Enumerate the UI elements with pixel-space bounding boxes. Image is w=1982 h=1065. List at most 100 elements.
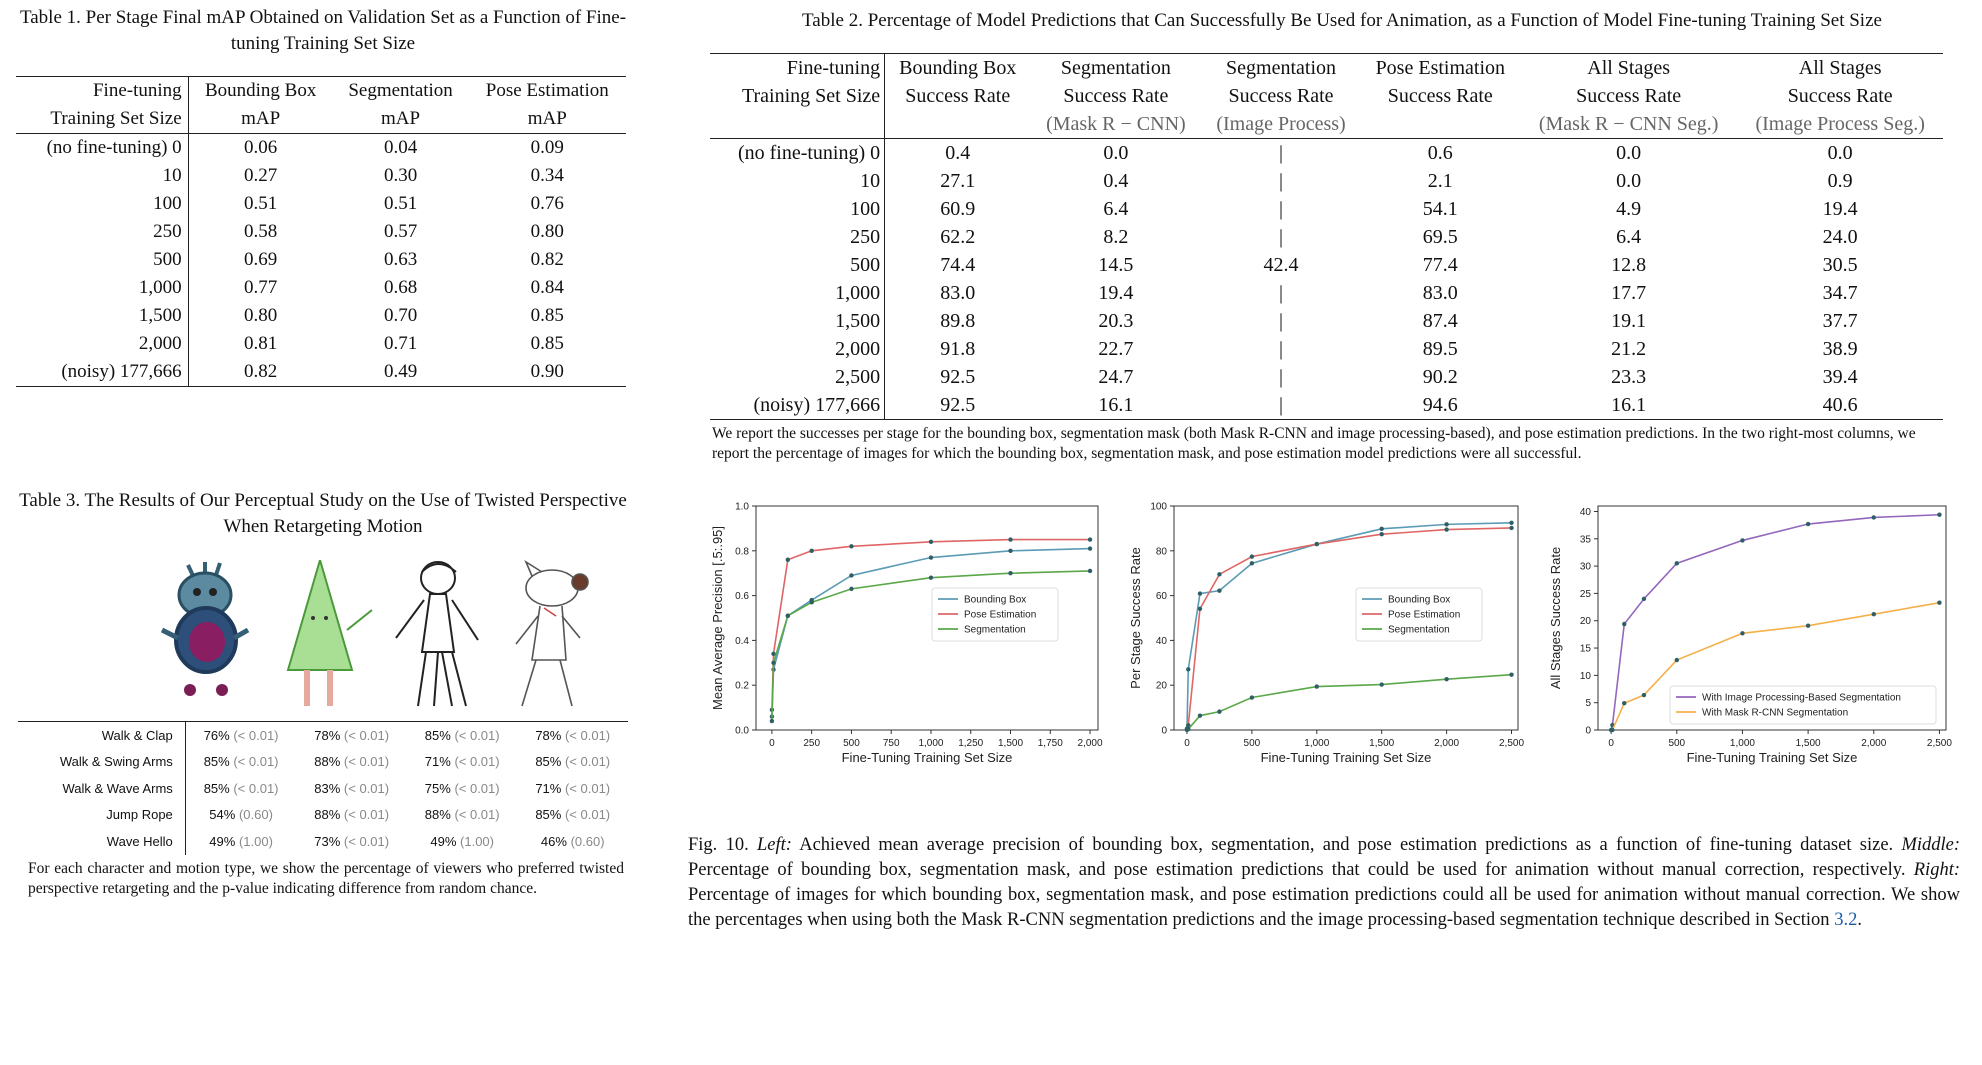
y-tick-label: 0.0 [735,726,749,737]
table1-header: Segmentation [332,76,469,105]
table2-cell: 34.7 [1822,281,1858,304]
table3-cell: 73% (< 0.01) [296,828,407,855]
table2-cell: 87.4 [1422,309,1458,332]
table1-cell: 0.69 [244,249,278,270]
data-point [1740,538,1745,543]
data-point [1197,713,1203,718]
table1-row: 500 0.69 0.63 0.82 [16,246,626,274]
table2-cell: 19.4 [1822,197,1858,220]
table2-cell: 2.1 [1427,169,1453,192]
table3-percent: 49% [209,833,236,849]
table1-cell: (no fine-tuning) 0 [16,133,189,162]
data-point [1217,709,1222,714]
data-point [849,573,854,578]
table2-header: (Image Process) [1201,110,1361,139]
data-point [771,651,776,657]
table3-pvalue: (1.00) [238,833,273,849]
figure-middle-label: Middle: [1901,835,1961,855]
table2-cell: 17.7 [1611,281,1647,304]
table2-header: Segmentation [1201,53,1361,82]
table2-header: All Stages [1737,53,1943,82]
table2-row: 2,000 91.8 22.7 | 89.5 21.2 38.9 [710,335,1943,363]
data-point [1805,521,1811,527]
table2-cell: 94.6 [1360,391,1520,420]
data-point [1197,606,1203,612]
table1-cell: (noisy) 177,666 [16,358,189,387]
table3-percent: 78% [535,727,562,743]
data-point [1509,525,1514,531]
table2-header: All Stages [1519,53,1738,82]
character-drawings [160,556,630,710]
legend [931,587,1059,642]
table2-header: Success Rate [1063,84,1169,107]
table1-cell: 0.68 [383,277,418,298]
x-tick-label: 1,250 [958,738,983,749]
table3-pvalue: (< 0.01) [454,807,500,823]
table2-cell: | [1279,225,1284,248]
table1-cell: 0.09 [530,137,564,158]
y-tick-label: 0.8 [735,546,749,557]
table1-cell: 1,500 [16,302,189,330]
table1-cell: 0.82 [530,249,564,270]
x-tick-label: 2,000 [1861,738,1886,749]
data-point [1379,682,1384,687]
table3-pvalue: (< 0.01) [343,780,390,796]
series-line [771,547,1091,717]
table1-row: 1,000 0.77 0.68 0.84 [16,274,626,302]
y-axis-label: All Stages Success Rate [1548,547,1563,689]
table2-cell: 16.1 [1519,391,1738,420]
legend-label: With Mask R-CNN Segmentation [1702,708,1848,719]
table2-cell: | [1279,309,1284,332]
table2-cell: (noisy) 177,666 [710,391,886,420]
section-link[interactable]: 3.2 [1834,910,1858,930]
figure-middle-text: Percentage of bounding box, segmentation… [688,860,1906,880]
table3-cell: 88% (< 0.01) [296,802,407,829]
data-point [785,557,791,562]
x-tick-label: 1,000 [918,738,943,749]
table2-cell: 2,000 [710,335,886,363]
table1-header: mAP [468,105,626,134]
table2-cell: 20.3 [1098,309,1134,332]
x-axis-label: Fine-Tuning Training Set Size [842,750,1013,765]
plot-frame [755,505,1099,731]
table2-cell: 19.1 [1611,309,1647,332]
table3-pvalue: (< 0.01) [564,754,611,770]
table2-cell: 0.0 [1827,141,1853,164]
data-point [771,660,776,665]
table2-cell: 27.1 [940,169,976,192]
table2-row: 1,000 83.0 19.4 | 83.0 17.7 34.7 [710,279,1943,307]
data-point [1622,701,1627,706]
table2-cell: | [1279,281,1284,304]
table2-cell: 92.5 [940,365,976,388]
table2-cell: 74.4 [940,253,976,276]
data-point [1217,572,1222,577]
table2-cell: 91.8 [940,337,976,360]
table2-header: Success Rate [905,84,1011,107]
data-point [1008,571,1013,576]
table2-row: (noisy) 177,666 92.5 16.1 | 94.6 16.1 40.6 [710,391,1943,420]
data-point [809,600,814,605]
table1-cell: 0.71 [383,333,418,354]
y-tick-label: 15 [1580,644,1592,655]
table3-pvalue: (0.60) [570,833,605,849]
table3: Walk & Clap 76% (< 0.01) 78% (< 0.01) 85% (… [18,721,628,855]
table3-cell: 76% (< 0.01) [185,721,297,749]
data-point [1314,541,1319,547]
table3-cell: 85% (< 0.01) [185,775,296,802]
x-axis-label: Fine-Tuning Training Set Size [1261,750,1432,765]
table3-pvalue: (< 0.01) [454,754,500,770]
table3-percent: 85% [203,780,230,796]
table2-cell: 0.0 [1616,141,1642,164]
data-point [1186,726,1191,732]
x-tick-label: 1,500 [1369,738,1394,749]
table3-pvalue: (< 0.01) [454,727,500,743]
table1-cell: 0.70 [383,305,418,326]
table3-cell: 71% (< 0.01) [407,749,518,776]
table2-cell: | [1279,169,1284,192]
data-point [1087,546,1093,551]
table1-cell: 250 [16,218,189,246]
table1-cell: 0.51 [244,193,278,214]
table2-header: Fine-tuning [710,53,886,82]
table3-percent: 76% [203,727,230,743]
table3-pvalue: (< 0.01) [564,780,611,796]
